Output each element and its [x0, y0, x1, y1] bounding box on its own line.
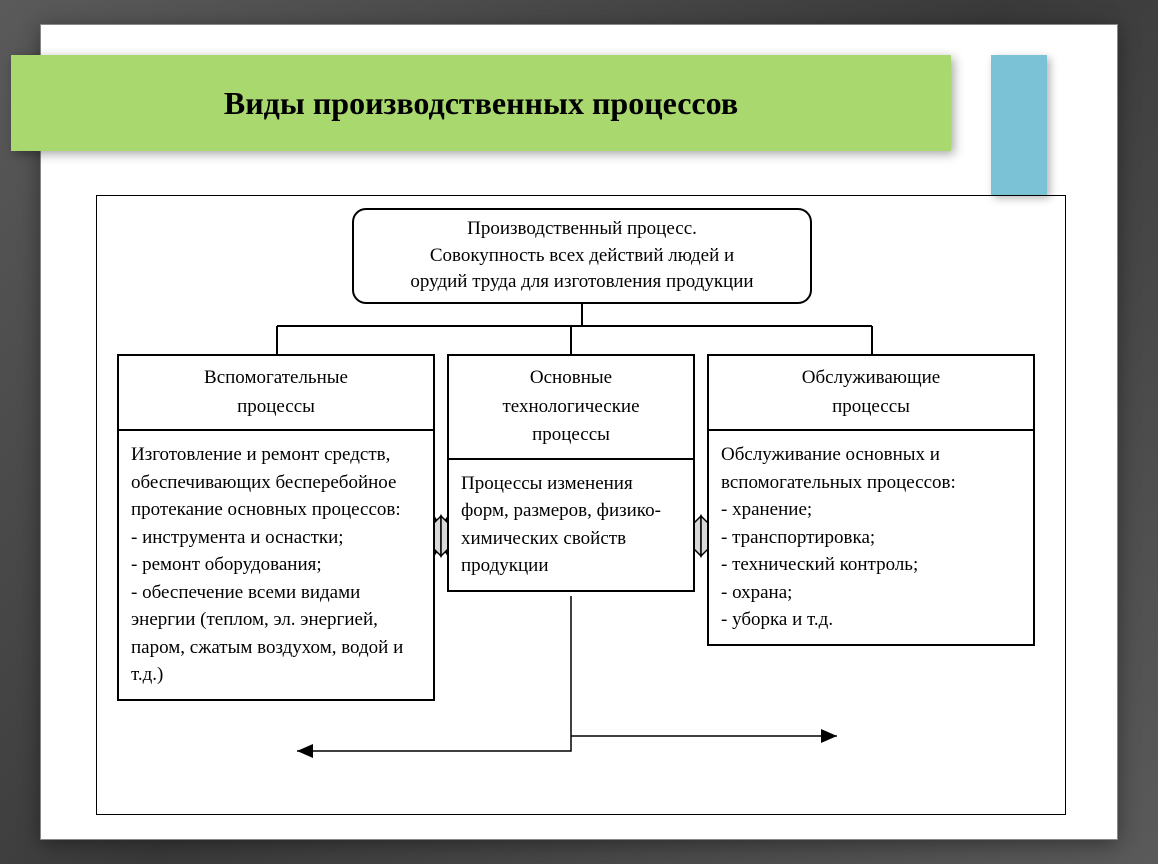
child-right-body: Обслуживание основных и вспомогательных … — [709, 431, 1033, 644]
child-node-left: Вспомогательные процессы Изготовление и … — [117, 354, 435, 701]
title-banner: Виды производственных процессов — [11, 55, 951, 151]
child-mid-header-l3: процессы — [459, 421, 683, 450]
child-left-header-l1: Вспомогательные — [129, 364, 423, 393]
slide-title: Виды производственных процессов — [224, 85, 738, 122]
child-node-middle: Основные технологические процессы Процес… — [447, 354, 695, 592]
root-line2: Совокупность всех действий людей и — [430, 243, 734, 270]
child-node-right: Обслуживающие процессы Обслуживание осно… — [707, 354, 1035, 646]
child-right-header-l2: процессы — [719, 393, 1023, 422]
child-left-body: Изготовление и ремонт средств, обеспечив… — [119, 431, 433, 699]
child-left-header-l2: процессы — [129, 393, 423, 422]
root-line1: Производственный процесс. — [467, 216, 697, 243]
child-mid-header-l1: Основные — [459, 364, 683, 393]
accent-tab-decoration — [991, 55, 1047, 195]
child-mid-header-l2: технологические — [459, 393, 683, 422]
root-node: Производственный процесс. Совокупность в… — [352, 208, 812, 304]
child-right-header-l1: Обслуживающие — [719, 364, 1023, 393]
diagram-container: Производственный процесс. Совокупность в… — [96, 195, 1066, 815]
child-mid-header: Основные технологические процессы — [449, 356, 693, 460]
child-left-header: Вспомогательные процессы — [119, 356, 433, 431]
root-line3: орудий труда для изготовления продукции — [410, 269, 753, 296]
child-right-header: Обслуживающие процессы — [709, 356, 1033, 431]
slide-canvas: Виды производственных процессов — [40, 24, 1118, 840]
child-mid-body: Процессы изменения форм, размеров, физик… — [449, 460, 693, 590]
